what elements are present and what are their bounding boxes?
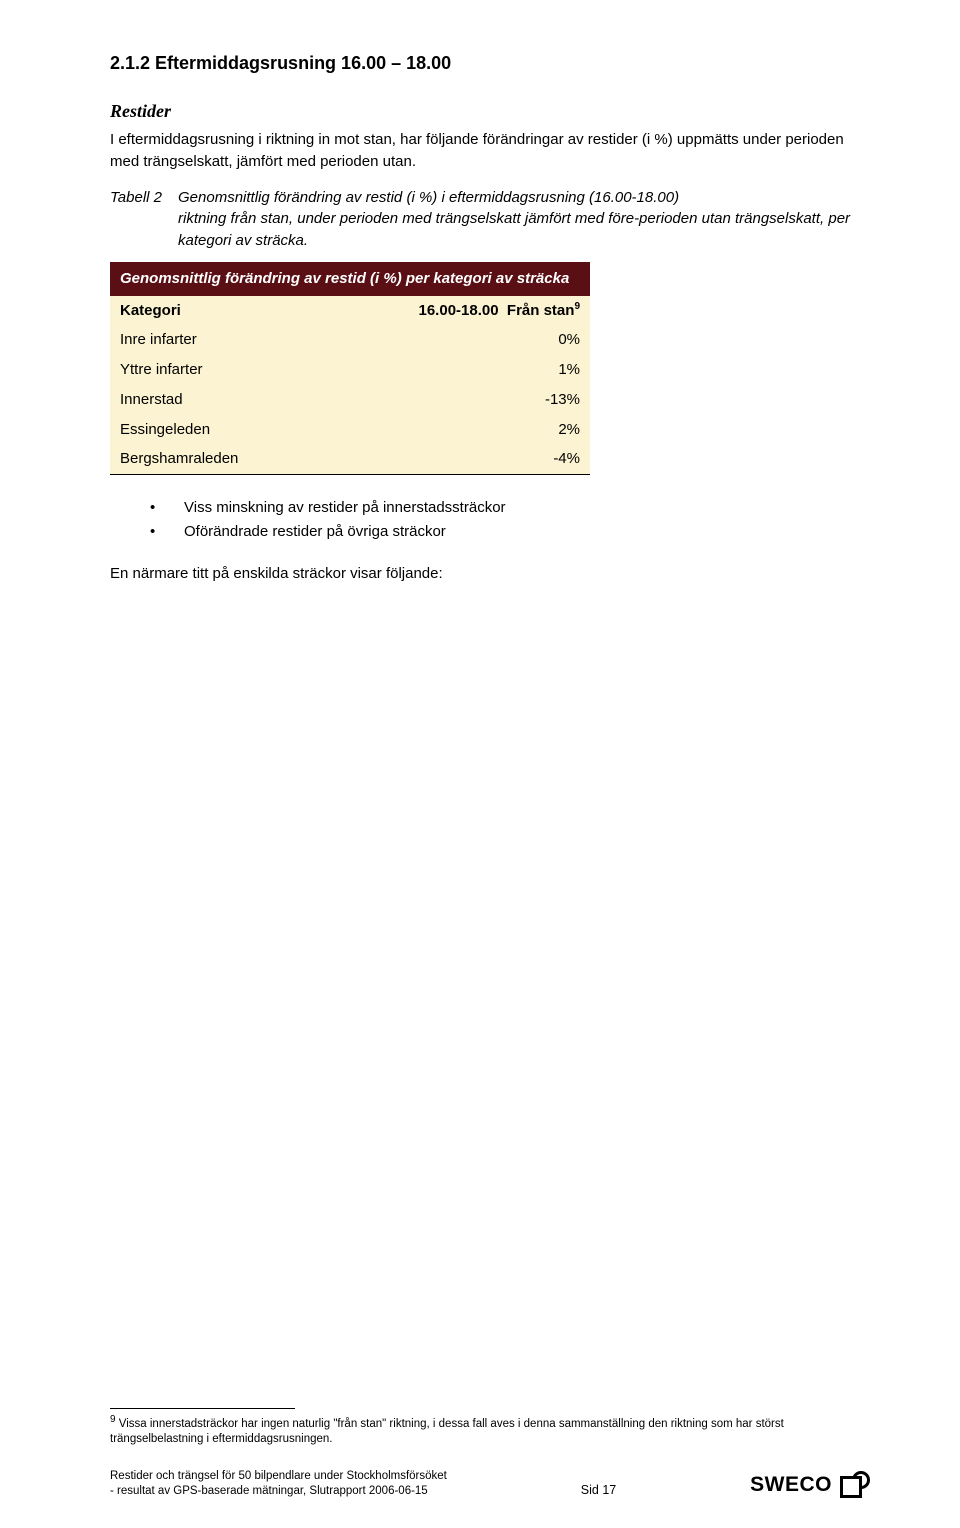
footnote-text: 9 Vissa innerstadsträckor har ingen natu… <box>110 1413 870 1448</box>
list-item: Viss minskning av restider på innerstads… <box>150 497 870 519</box>
caption-line2: riktning från stan, under perioden med t… <box>110 208 870 252</box>
col2-sup: 9 <box>574 301 580 312</box>
row-label: Yttre infarter <box>110 355 318 385</box>
footnote-separator <box>110 1408 295 1409</box>
footnote-body: Vissa innerstadsträckor har ingen naturl… <box>110 1418 784 1446</box>
footer-left: Restider och trängsel för 50 bilpendlare… <box>110 1469 447 1500</box>
row-value: 1% <box>318 355 590 385</box>
footnote-block: 9 Vissa innerstadsträckor har ingen natu… <box>110 1408 870 1448</box>
closing-paragraph: En närmare titt på enskilda sträckor vis… <box>110 563 870 585</box>
logo-icon <box>840 1471 870 1499</box>
list-item: Oförändrade restider på övriga sträckor <box>150 521 870 543</box>
page-number: Sid 17 <box>581 1481 616 1500</box>
logo-text: SWECO <box>750 1470 832 1500</box>
row-value: 0% <box>318 325 590 355</box>
table-row: Bergshamraleden -4% <box>110 444 590 474</box>
intro-paragraph: I eftermiddagsrusning i riktning in mot … <box>110 129 870 173</box>
table-row: Yttre infarter 1% <box>110 355 590 385</box>
col1-label: Kategori <box>110 296 318 326</box>
col2-dir: Från stan <box>507 302 575 319</box>
table-header: Genomsnittlig förändring av restid (i %)… <box>110 262 590 296</box>
row-label: Bergshamraleden <box>110 444 318 474</box>
footer-subtitle: - resultat av GPS-baserade mätningar, Sl… <box>110 1484 447 1500</box>
row-label: Innerstad <box>110 385 318 415</box>
restid-table: Genomsnittlig förändring av restid (i %)… <box>110 262 590 475</box>
col2-label: 16.00-18.00 Från stan9 <box>318 296 590 326</box>
table-caption: Tabell 2 Genomsnittlig förändring av res… <box>110 187 870 252</box>
row-value: 2% <box>318 415 590 445</box>
caption-label: Tabell 2 <box>110 187 178 209</box>
table-row: Essingeleden 2% <box>110 415 590 445</box>
row-value: -4% <box>318 444 590 474</box>
section-heading: 2.1.2 Eftermiddagsrusning 16.00 – 18.00 <box>110 50 870 76</box>
sweco-logo: SWECO <box>750 1470 870 1500</box>
table-row: Inre infarter 0% <box>110 325 590 355</box>
row-label: Essingeleden <box>110 415 318 445</box>
row-value: -13% <box>318 385 590 415</box>
row-label: Inre infarter <box>110 325 318 355</box>
page-footer: Restider och trängsel för 50 bilpendlare… <box>110 1469 870 1500</box>
subheading-restider: Restider <box>110 98 870 124</box>
col2-time: 16.00-18.00 <box>419 302 499 319</box>
caption-line1: Genomsnittlig förändring av restid (i %)… <box>178 187 870 209</box>
footer-title: Restider och trängsel för 50 bilpendlare… <box>110 1469 447 1485</box>
bullet-list: Viss minskning av restider på innerstads… <box>110 497 870 543</box>
table-row: Innerstad -13% <box>110 385 590 415</box>
